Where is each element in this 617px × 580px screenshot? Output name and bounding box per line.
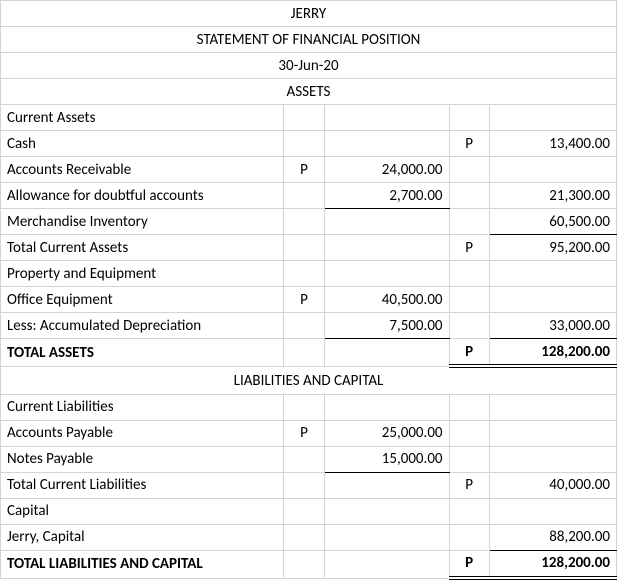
row-allowance: Allowance for doubtful accounts 2,700.00… bbox=[1, 183, 617, 209]
ar-currency: P bbox=[284, 157, 324, 183]
office-eq-value: 40,500.00 bbox=[324, 287, 449, 313]
inventory-label: Merchandise Inventory bbox=[1, 209, 284, 235]
row-np: Notes Payable 15,000.00 bbox=[1, 446, 617, 472]
total-current-liab-value: 40,000.00 bbox=[489, 472, 616, 498]
row-inventory: Merchandise Inventory 60,500.00 bbox=[1, 209, 617, 235]
row-total-current-liab: Total Current Liabilities P 40,000.00 bbox=[1, 472, 617, 498]
row-title: STATEMENT OF FINANCIAL POSITION bbox=[1, 27, 617, 53]
row-capital-header: Capital bbox=[1, 498, 617, 524]
accum-dep-value: 7,500.00 bbox=[324, 313, 449, 339]
statement-date: 30-Jun-20 bbox=[1, 53, 617, 79]
total-liab-capital-label: TOTAL LIABILITIES AND CAPITAL bbox=[1, 550, 284, 578]
office-eq-label: Office Equipment bbox=[1, 287, 284, 313]
row-section-liab: LIABILITIES AND CAPITAL bbox=[1, 366, 617, 394]
jerry-capital-value: 88,200.00 bbox=[489, 524, 616, 550]
inventory-value: 60,500.00 bbox=[489, 209, 616, 235]
tca-currency: P bbox=[449, 235, 489, 261]
row-accum-dep: Less: Accumulated Depreciation 7,500.00 … bbox=[1, 313, 617, 339]
allowance-net: 21,300.00 bbox=[489, 183, 616, 209]
row-cash: Cash P 13,400.00 bbox=[1, 131, 617, 157]
row-ppe-header: Property and Equipment bbox=[1, 261, 617, 287]
row-office-eq: Office Equipment P 40,500.00 bbox=[1, 287, 617, 313]
total-assets-value: 128,200.00 bbox=[489, 339, 616, 367]
current-liab-label: Current Liabilities bbox=[1, 394, 284, 420]
row-current-liab-header: Current Liabilities bbox=[1, 394, 617, 420]
np-value: 15,000.00 bbox=[324, 446, 449, 472]
row-total-current-assets: Total Current Assets P 95,200.00 bbox=[1, 235, 617, 261]
ap-value: 25,000.00 bbox=[324, 420, 449, 446]
total-current-assets-label: Total Current Assets bbox=[1, 235, 284, 261]
total-assets-label: TOTAL ASSETS bbox=[1, 339, 284, 367]
row-ar: Accounts Receivable P 24,000.00 bbox=[1, 157, 617, 183]
ap-label: Accounts Payable bbox=[1, 420, 284, 446]
ap-currency: P bbox=[284, 420, 324, 446]
row-company: JERRY bbox=[1, 1, 617, 27]
statement-title: STATEMENT OF FINANCIAL POSITION bbox=[1, 27, 617, 53]
ar-label: Accounts Receivable bbox=[1, 157, 284, 183]
total-liab-capital-value: 128,200.00 bbox=[489, 550, 616, 578]
financial-statement-table: JERRY STATEMENT OF FINANCIAL POSITION 30… bbox=[0, 0, 617, 580]
jerry-capital-label: Jerry, Capital bbox=[1, 524, 284, 550]
row-current-assets-header: Current Assets bbox=[1, 105, 617, 131]
cash-currency: P bbox=[449, 131, 489, 157]
allowance-label: Allowance for doubtful accounts bbox=[1, 183, 284, 209]
section-assets: ASSETS bbox=[1, 79, 617, 105]
row-ap: Accounts Payable P 25,000.00 bbox=[1, 420, 617, 446]
capital-label: Capital bbox=[1, 498, 284, 524]
total-current-liab-label: Total Current Liabilities bbox=[1, 472, 284, 498]
company-name: JERRY bbox=[1, 1, 617, 27]
total-assets-currency: P bbox=[449, 339, 489, 367]
row-section-assets: ASSETS bbox=[1, 79, 617, 105]
cash-value: 13,400.00 bbox=[489, 131, 616, 157]
row-jerry-capital: Jerry, Capital 88,200.00 bbox=[1, 524, 617, 550]
row-date: 30-Jun-20 bbox=[1, 53, 617, 79]
np-label: Notes Payable bbox=[1, 446, 284, 472]
ar-value: 24,000.00 bbox=[324, 157, 449, 183]
tcl-currency: P bbox=[449, 472, 489, 498]
row-total-assets: TOTAL ASSETS P 128,200.00 bbox=[1, 339, 617, 367]
accum-dep-net: 33,000.00 bbox=[489, 313, 616, 339]
cash-label: Cash bbox=[1, 131, 284, 157]
allowance-value: 2,700.00 bbox=[324, 183, 449, 209]
tlc-currency: P bbox=[449, 550, 489, 578]
row-total-liab-capital: TOTAL LIABILITIES AND CAPITAL P 128,200.… bbox=[1, 550, 617, 578]
total-current-assets-value: 95,200.00 bbox=[489, 235, 616, 261]
section-liab: LIABILITIES AND CAPITAL bbox=[1, 366, 617, 394]
accum-dep-label: Less: Accumulated Depreciation bbox=[1, 313, 284, 339]
current-assets-label: Current Assets bbox=[1, 105, 284, 131]
ppe-label: Property and Equipment bbox=[1, 261, 284, 287]
office-eq-currency: P bbox=[284, 287, 324, 313]
